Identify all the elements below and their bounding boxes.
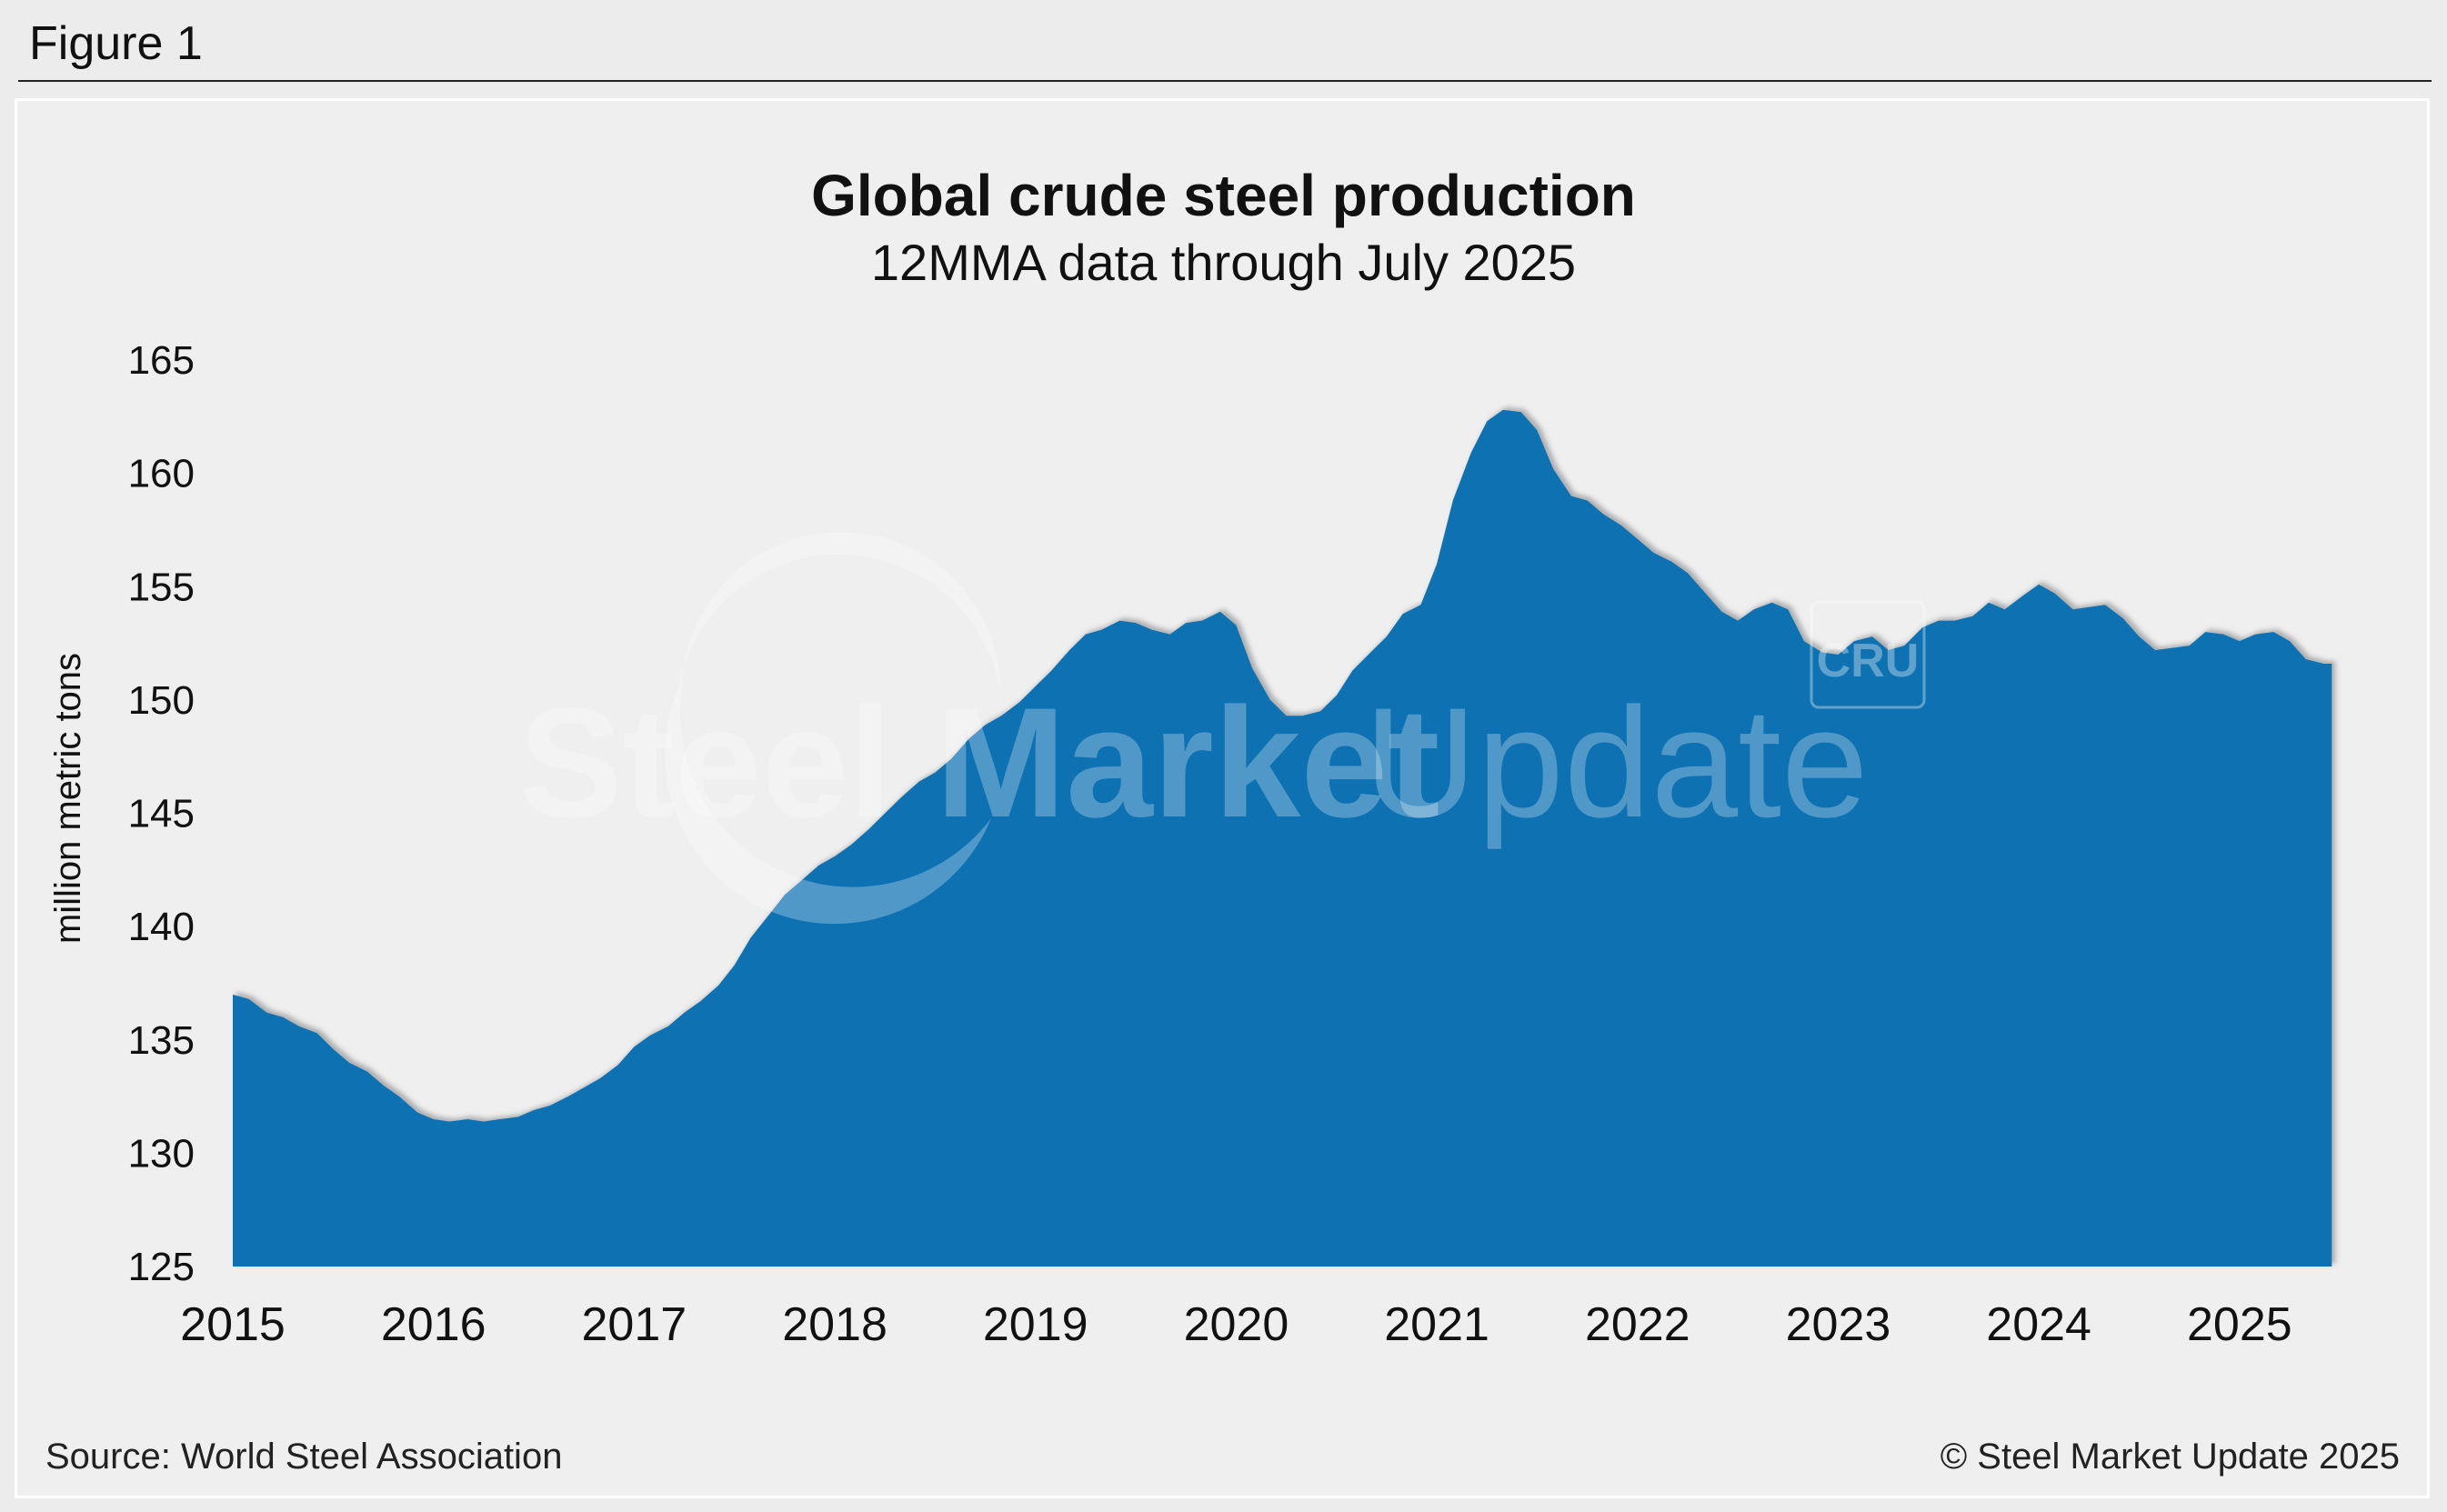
x-tick-label: 2023 [1786, 1298, 1891, 1351]
watermark-brand-bold: Steel Market [518, 676, 1439, 850]
area-series-production [233, 409, 2332, 1267]
x-tick-label: 2021 [1384, 1298, 1489, 1351]
x-tick-label: 2016 [381, 1298, 486, 1351]
watermark-cru-logo-icon [1810, 600, 1926, 709]
x-tick-label: 2018 [782, 1298, 888, 1351]
y-tick-label: 165 [128, 338, 195, 383]
y-tick-label: 125 [128, 1245, 195, 1289]
y-tick-label: 130 [128, 1131, 195, 1176]
y-tick-label: 155 [128, 565, 195, 609]
x-tick-label: 2019 [983, 1298, 1088, 1351]
y-tick-label: 145 [128, 792, 195, 836]
copyright-note: © Steel Market Update 2025 [1940, 1437, 2400, 1477]
x-tick-label: 2024 [1986, 1298, 2091, 1351]
figure-divider [18, 80, 2432, 82]
x-tick-label: 2022 [1585, 1298, 1690, 1351]
x-tick-label: 2015 [180, 1298, 286, 1351]
y-tick-label: 140 [128, 905, 195, 949]
x-tick-label: 2025 [2187, 1298, 2292, 1351]
y-tick-label: 150 [128, 678, 195, 723]
watermark-cru-text: CRU [1817, 635, 1920, 687]
x-tick-label: 2020 [1184, 1298, 1289, 1351]
y-axis-label: million metric tons [48, 653, 88, 944]
y-axis: 125 130 135 140 145 150 155 160 165 [128, 338, 195, 1289]
y-tick-label: 135 [128, 1018, 195, 1063]
x-tick-label: 2017 [582, 1298, 687, 1351]
watermark-brand-light: Update [1364, 676, 1869, 850]
source-note: Source: World Steel Association [45, 1437, 563, 1477]
watermark: Steel Market Update CRU [518, 532, 1926, 925]
figure-label: Figure 1 [29, 17, 203, 70]
y-tick-label: 160 [128, 452, 195, 496]
chart-title: Global crude steel production [811, 163, 1636, 228]
x-axis: 2015 2016 2017 2018 2019 2020 2021 2022 2023 2024… [180, 1298, 2292, 1351]
chart-subtitle: 12MMA data through July 2025 [870, 234, 1577, 291]
